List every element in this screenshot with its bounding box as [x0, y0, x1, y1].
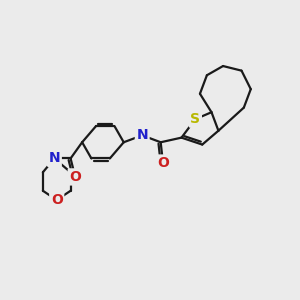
Text: N: N	[136, 128, 148, 142]
Text: O: O	[51, 193, 63, 207]
Text: O: O	[157, 156, 169, 170]
Text: O: O	[69, 170, 81, 184]
Text: H: H	[139, 127, 148, 137]
Text: N: N	[49, 152, 60, 165]
Text: S: S	[190, 112, 200, 126]
